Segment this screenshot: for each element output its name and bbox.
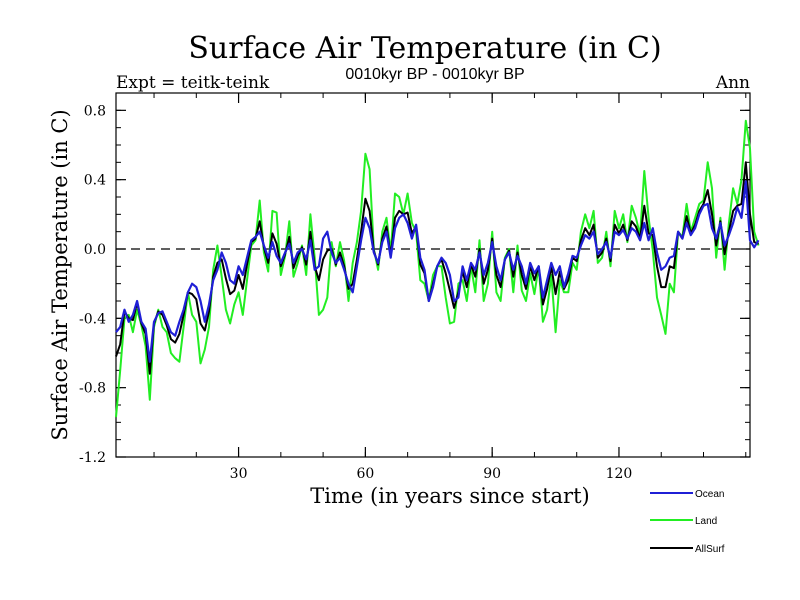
y-tick-label: 0.4 (84, 173, 106, 189)
plot-frame (115, 92, 751, 458)
legend-label-land: Land (695, 516, 717, 527)
series-lines (115, 119, 760, 418)
legend-label-allsurf: AllSurf (695, 544, 725, 555)
y-tick-label: 0.8 (84, 103, 106, 119)
series-line-ocean (115, 180, 760, 363)
subtitle-center: 0010kyr BP - 0010kyr BP (345, 66, 524, 83)
chart-header: Surface Air Temperature (in C) Expt = te… (116, 31, 750, 93)
y-tick-label: -0.4 (79, 311, 106, 327)
x-tick-label: 60 (356, 466, 374, 482)
y-tick-label: -0.8 (79, 381, 106, 397)
chart-title: Surface Air Temperature (in C) (188, 31, 661, 66)
y-tick-label: -1.2 (79, 450, 106, 466)
legend-label-ocean: Ocean (695, 489, 724, 500)
y-tick-label: 0.0 (84, 242, 106, 258)
legend: Ocean Land AllSurf (650, 489, 725, 555)
subtitle-right: Ann (715, 73, 750, 93)
y-axis: -1.2 -0.8 -0.4 0.0 0.4 0.8 (79, 92, 750, 466)
subtitle-left: Expt = teitk-teink (116, 73, 270, 93)
y-axis-label: Surface Air Temperature (in C) (48, 109, 72, 440)
x-axis-label: Time (in years since start) (310, 484, 589, 508)
x-tick-label: 90 (483, 466, 501, 482)
x-tick-label: 120 (606, 466, 633, 482)
x-tick-label: 30 (230, 466, 248, 482)
x-axis: 30 60 90 120 (153, 93, 747, 482)
